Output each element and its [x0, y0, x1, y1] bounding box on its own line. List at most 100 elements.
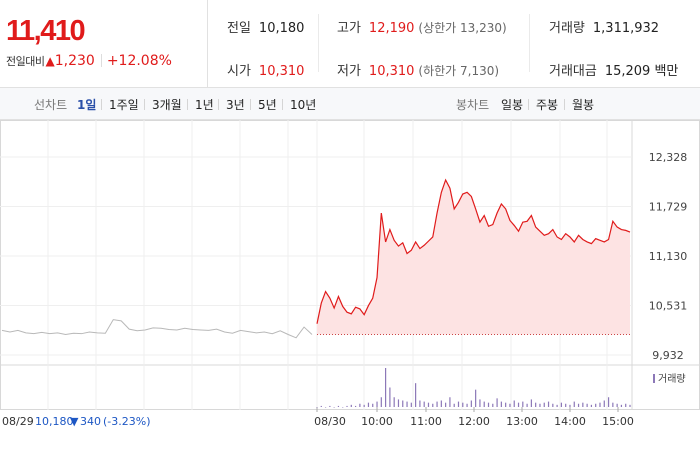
- volume-bar: [449, 397, 451, 407]
- volume-bar: [625, 403, 627, 407]
- volume-bar: [350, 404, 352, 407]
- quote-label: 시가: [227, 64, 251, 79]
- volume-bar: [393, 397, 395, 407]
- volume-bar: [423, 401, 425, 407]
- period-3y[interactable]: 3년: [226, 98, 245, 112]
- quote-label: 저가: [337, 64, 361, 79]
- volume-bar: [342, 407, 344, 408]
- x-tick-label: 15:00: [602, 415, 634, 428]
- volume-bar: [543, 402, 545, 407]
- quote-label: 고가: [337, 21, 361, 36]
- volume-bar: [402, 400, 404, 407]
- today-series-area: [317, 179, 630, 335]
- volume-bar: [363, 404, 365, 407]
- volume-bar: [320, 405, 322, 407]
- divider: [101, 99, 102, 110]
- current-price-box: 11,410 전일대비▲1,230 +12.08%: [0, 0, 208, 88]
- volume-bar: [462, 402, 464, 407]
- y-tick-label: 9,932: [652, 349, 684, 362]
- volume-bar: [329, 405, 331, 407]
- volume-bar: [457, 401, 460, 407]
- period-daily-candle[interactable]: 일봉: [501, 98, 524, 112]
- volume-bar: [445, 402, 447, 407]
- lower-limit: (하한가 7,130): [418, 64, 500, 78]
- period-3m[interactable]: 3개월: [152, 98, 182, 112]
- volume-bar: [590, 404, 593, 407]
- volume-bar: [316, 407, 318, 408]
- volume-bar: [432, 403, 434, 407]
- volume-bar: [612, 402, 614, 407]
- volume-bar: [385, 368, 387, 407]
- volume-bar: [337, 405, 340, 407]
- period-1d[interactable]: 1일: [77, 98, 97, 112]
- period-1y[interactable]: 1년: [195, 98, 214, 112]
- today-series-line: [316, 178, 631, 324]
- volume-bar: [483, 401, 485, 407]
- quote-value: 1,311,932: [592, 21, 660, 36]
- volume-bar: [487, 402, 490, 407]
- volume-bar: [466, 403, 468, 407]
- volume-bar: [560, 402, 562, 407]
- volume-bar: [333, 407, 335, 408]
- volume-bar: [440, 400, 442, 407]
- upper-limit: (상한가 13,230): [418, 21, 507, 35]
- period-weekly-candle[interactable]: 주봉: [536, 98, 559, 112]
- volume-bar: [359, 403, 361, 407]
- y-tick-label: 10,531: [649, 300, 688, 313]
- volume-bar: [620, 404, 623, 407]
- period-5y[interactable]: 5년: [258, 98, 277, 112]
- change-rate: +12.08%: [106, 53, 172, 69]
- period-1w[interactable]: 1주일: [109, 98, 139, 112]
- prev-day-change-rate: (-3.23%): [103, 415, 151, 428]
- y-tick-label: 12,328: [649, 151, 688, 164]
- volume-bar: [530, 399, 532, 407]
- volume-bar: [509, 403, 511, 407]
- x-tick-label: 10:00: [361, 415, 393, 428]
- divider: [218, 99, 219, 110]
- quote-value: 10,310: [258, 64, 305, 79]
- volume-bar: [376, 401, 378, 407]
- volume-bar: [556, 404, 558, 407]
- volume-bar: [616, 403, 618, 407]
- x-tick-label: 13:00: [506, 415, 538, 428]
- prev-day-change: 340: [80, 415, 101, 428]
- period-10y[interactable]: 10년: [290, 98, 317, 112]
- volume-bar: [389, 387, 391, 407]
- volume-bar: [453, 403, 455, 407]
- prev-day-close: 10,180: [35, 415, 74, 428]
- quote-value: 12,190: [368, 21, 415, 36]
- quote-value: 10,180: [258, 21, 305, 36]
- volume-bar: [324, 407, 327, 408]
- volume-bar: [603, 400, 605, 407]
- chart-line-layer: [1, 178, 631, 339]
- period-monthly-candle[interactable]: 월봉: [572, 98, 595, 112]
- quote-label: 거래대금: [549, 64, 597, 79]
- quote-prev-close: 전일 10,180: [227, 17, 304, 36]
- quote-panel: 11,410 전일대비▲1,230 +12.08% 전일 10,180 고가 12,1…: [0, 0, 700, 88]
- divider: [318, 14, 319, 72]
- divider: [529, 14, 530, 72]
- volume-bar: [406, 401, 408, 407]
- volume-bar: [517, 402, 520, 407]
- down-triangle-icon: ▼: [70, 415, 79, 428]
- volume-bar: [475, 389, 477, 407]
- y-tick-label: 11,729: [649, 201, 688, 214]
- price-chart[interactable]: 12,328 11,729 11,130 10,531 9,932 08/30 10:00 1…: [0, 120, 700, 450]
- volume-bar: [586, 403, 588, 407]
- quote-label: 거래량: [549, 21, 585, 36]
- chart-area-layer: [317, 179, 630, 336]
- volume-bar: [565, 403, 567, 407]
- volume-bar: [419, 400, 421, 407]
- volume-bar: [470, 400, 472, 407]
- volume-bar: [607, 397, 610, 407]
- quote-value: 10,310: [368, 64, 415, 79]
- quote-value: 15,209 백만: [604, 64, 679, 79]
- volume-bar: [496, 398, 498, 407]
- volume-bar: [577, 403, 580, 407]
- x-tick-label: 11:00: [410, 415, 442, 428]
- volume-bar: [513, 400, 515, 407]
- volume-bar: [346, 405, 348, 407]
- current-price: 11,410: [6, 15, 86, 47]
- volume-bar: [427, 402, 430, 407]
- volume-bar: [372, 403, 374, 407]
